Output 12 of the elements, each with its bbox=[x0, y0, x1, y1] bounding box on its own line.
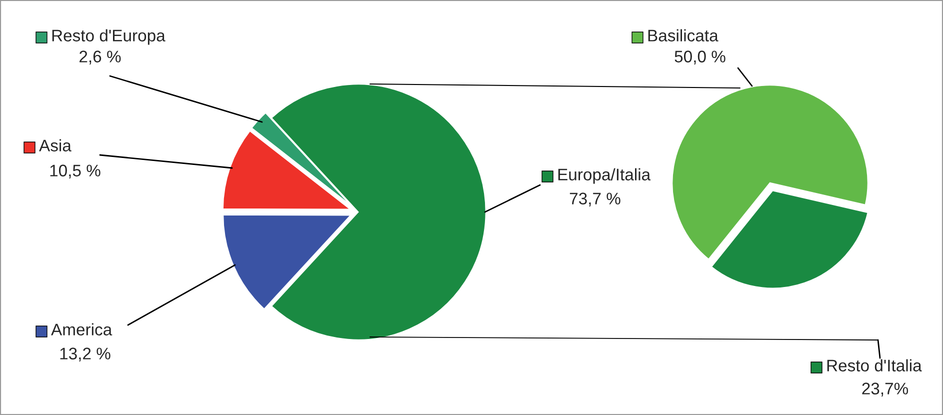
data-label: 50,0 % bbox=[674, 50, 726, 64]
data-label: 73,7 % bbox=[570, 192, 620, 206]
data-label: 2,6 % bbox=[80, 50, 121, 64]
data-label: 10,5 % bbox=[50, 164, 100, 178]
legend-label: Asia bbox=[39, 139, 72, 152]
legend-label: Resto d'Europa bbox=[52, 29, 166, 45]
legend-label: America bbox=[51, 323, 112, 336]
data-label: 13,2 % bbox=[60, 348, 110, 362]
legend-label: Resto d'Italia bbox=[827, 359, 922, 372]
data-label: 23,7% bbox=[862, 382, 908, 396]
legend-label: Europa/Italia bbox=[558, 168, 651, 184]
legend-label: Basilicata bbox=[648, 29, 718, 42]
